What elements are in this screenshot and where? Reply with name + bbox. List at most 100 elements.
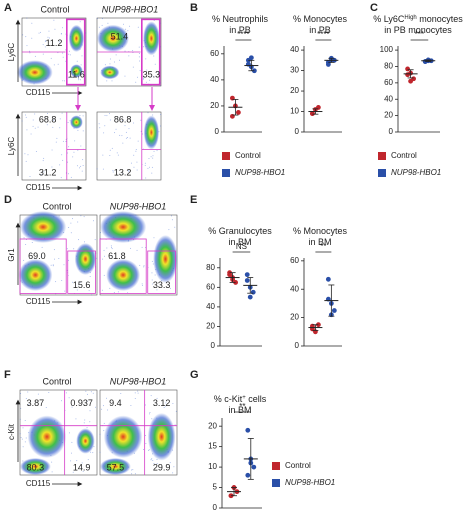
event-dot — [48, 392, 50, 394]
event-dot — [124, 50, 126, 52]
event-dot — [52, 126, 54, 128]
event-dot — [125, 28, 127, 30]
event-dot — [79, 167, 81, 169]
chart-title: in BM — [228, 405, 251, 415]
event-dot — [28, 404, 30, 406]
event-dot — [124, 125, 126, 127]
chart-title: in PB — [309, 25, 331, 35]
cell-population — [143, 21, 160, 56]
event-dot — [54, 28, 56, 30]
data-point — [325, 62, 331, 67]
event-dot — [44, 46, 46, 48]
title-text: in BM — [228, 405, 251, 415]
cell-population — [18, 259, 53, 291]
event-dot — [37, 126, 39, 128]
event-dot — [117, 154, 119, 156]
event-dot — [34, 127, 36, 129]
significance: ** — [320, 242, 326, 251]
panel-letter: G — [190, 369, 199, 381]
event-dot — [87, 393, 89, 395]
cell-population — [19, 211, 67, 243]
event-dot — [125, 137, 127, 139]
event-dot — [40, 256, 42, 258]
event-dot — [61, 112, 63, 114]
event-dot — [141, 284, 143, 286]
event-dot — [148, 166, 150, 168]
event-dot — [80, 64, 82, 66]
event-dot — [25, 397, 27, 399]
title-text: in BM — [308, 237, 331, 247]
chart-title: % Granulocytes — [208, 226, 272, 236]
event-dot — [77, 149, 79, 151]
event-dot — [151, 458, 153, 460]
y-tick-label: 40 — [290, 284, 299, 293]
chart-title: in PB monocytes — [384, 25, 452, 35]
y-tick-label: 20 — [384, 111, 393, 120]
gate — [19, 238, 67, 294]
event-dot — [98, 123, 100, 125]
event-dot — [136, 169, 138, 171]
event-dot — [146, 69, 148, 71]
event-dot — [68, 397, 70, 399]
cell-population — [70, 64, 83, 78]
event-dot — [109, 287, 111, 289]
event-dot — [64, 80, 66, 82]
event-dot — [101, 24, 103, 26]
event-dot — [83, 216, 85, 218]
event-dot — [42, 160, 44, 162]
y-tick-label: 15 — [208, 442, 217, 451]
event-dot — [88, 290, 90, 292]
event-dot — [129, 25, 131, 27]
event-dot — [151, 172, 153, 174]
event-dot — [53, 119, 55, 121]
y-axis-label: Ly6C — [7, 43, 16, 62]
event-dot — [137, 26, 139, 28]
event-dot — [55, 281, 57, 283]
event-dot — [122, 142, 124, 144]
event-dot — [35, 151, 37, 153]
title-text: in PB monocytes — [384, 25, 452, 35]
title-text: % c-Kit — [214, 394, 243, 404]
cell-population — [153, 235, 178, 283]
data-point — [244, 278, 250, 283]
chart-title: % Monocytes — [293, 14, 348, 24]
event-dot — [106, 80, 108, 82]
gate-value: 69.0 — [28, 251, 46, 261]
title-text: in BM — [228, 237, 251, 247]
y-tick-label: 80 — [384, 62, 393, 71]
y-tick-label: 40 — [384, 94, 393, 103]
event-dot — [120, 393, 122, 395]
event-dot — [109, 113, 111, 115]
event-dot — [145, 177, 147, 179]
event-dot — [96, 257, 98, 259]
significance: *** — [415, 30, 424, 39]
event-dot — [32, 119, 34, 121]
cell-population — [100, 65, 120, 80]
event-dot — [147, 112, 149, 114]
event-dot — [67, 122, 69, 124]
event-dot — [168, 229, 170, 231]
event-dot — [130, 247, 132, 249]
x-axis-label: CD115 — [26, 183, 51, 192]
event-dot — [160, 125, 162, 127]
y-tick-label: 100 — [380, 45, 394, 54]
event-dot — [136, 249, 138, 251]
event-dot — [144, 164, 146, 166]
event-dot — [51, 471, 53, 473]
event-dot — [104, 115, 106, 117]
event-dot — [86, 400, 88, 402]
event-dot — [26, 45, 28, 47]
y-tick-label: 5 — [213, 483, 218, 492]
event-dot — [60, 400, 62, 402]
event-dot — [138, 52, 140, 54]
event-dot — [62, 52, 64, 54]
y-tick-label: 60 — [206, 282, 215, 291]
event-dot — [106, 115, 108, 117]
event-dot — [70, 460, 72, 462]
event-dot — [151, 418, 153, 420]
event-dot — [91, 294, 93, 296]
gate-value: 31.2 — [39, 168, 57, 178]
event-dot — [25, 36, 27, 38]
y-tick-label: 0 — [211, 341, 216, 350]
chart-title: % Neutrophils — [212, 14, 269, 24]
